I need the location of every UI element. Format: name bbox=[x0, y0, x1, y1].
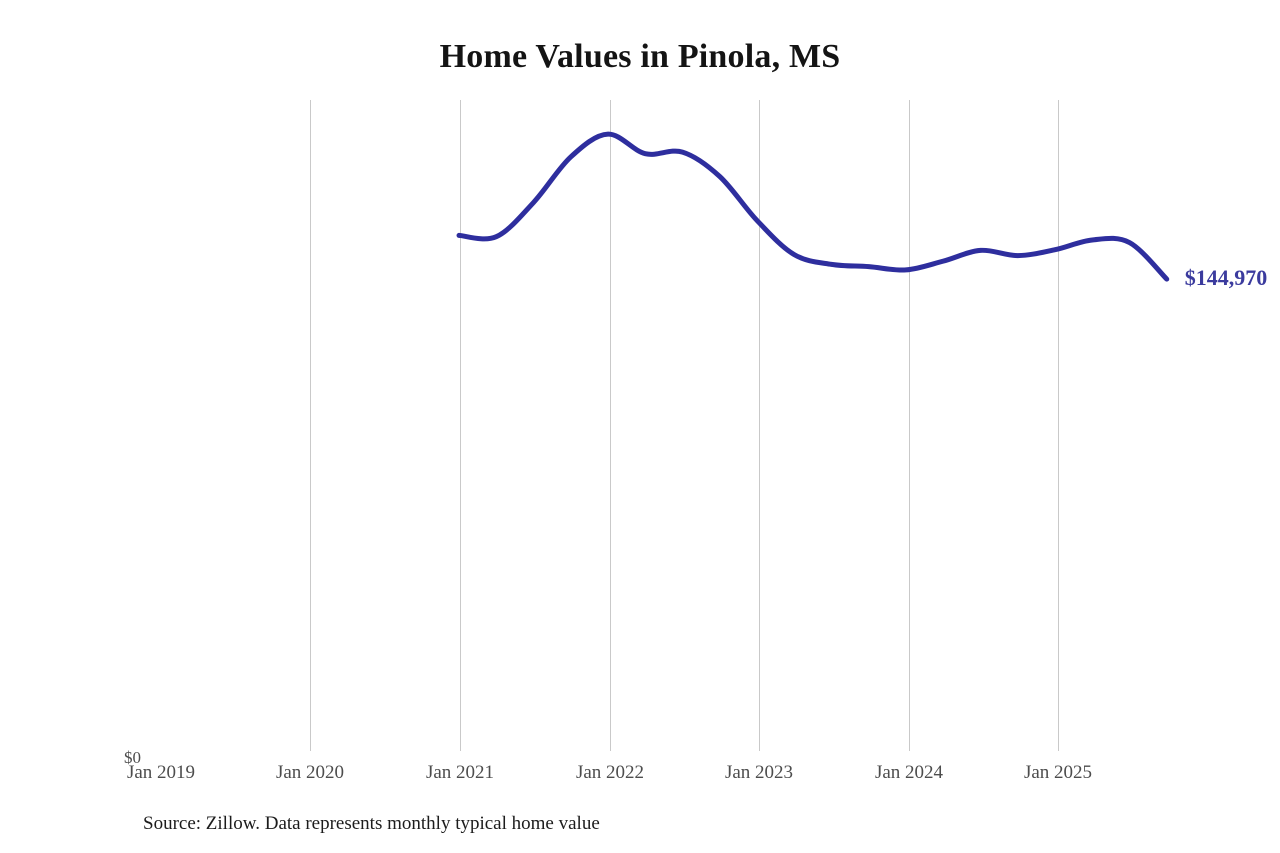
gridline-jan-2024 bbox=[909, 100, 910, 751]
gridline-jan-2022 bbox=[610, 100, 611, 751]
x-tick-label: Jan 2025 bbox=[1023, 762, 1093, 783]
x-tick-label: Jan 2019 bbox=[126, 762, 196, 783]
gridline-jan-2025 bbox=[1058, 100, 1059, 751]
y-axis-tick-label-zero: $0 bbox=[124, 748, 141, 767]
x-tick-label: Jan 2024 bbox=[874, 762, 944, 783]
gridline-jan-2023 bbox=[759, 100, 760, 751]
x-tick-label: Jan 2021 bbox=[425, 762, 495, 783]
source-note: Source: Zillow. Data represents monthly … bbox=[143, 813, 600, 834]
x-tick-label: Jan 2020 bbox=[275, 762, 345, 783]
page-title: Home Values in Pinola, MS bbox=[439, 38, 841, 75]
gridline-jan-2021 bbox=[460, 100, 461, 751]
series-end-value-label: $144,970 bbox=[1184, 265, 1268, 291]
gridline-jan-2020 bbox=[310, 100, 311, 751]
x-tick-label: Jan 2023 bbox=[724, 762, 794, 783]
series-line-typical-home-value bbox=[456, 131, 1170, 282]
x-tick-label: Jan 2022 bbox=[575, 762, 645, 783]
